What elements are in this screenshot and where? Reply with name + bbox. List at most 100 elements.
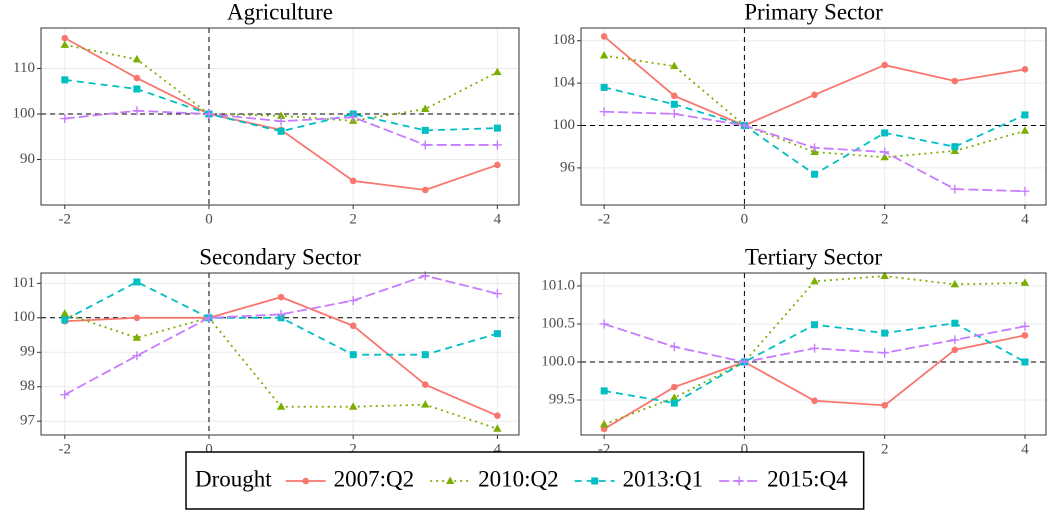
point — [811, 397, 818, 405]
point — [421, 381, 429, 388]
y-tick-label: 100 — [13, 309, 36, 325]
x-tick-label: 0 — [205, 441, 213, 457]
point — [132, 54, 142, 63]
point — [810, 343, 820, 353]
x-tick-label: 4 — [494, 211, 502, 227]
point — [670, 92, 678, 100]
y-tick-label: 100.0 — [541, 353, 575, 369]
y-tick-label: 100.5 — [541, 315, 575, 331]
x-tick-label: 0 — [741, 211, 749, 227]
y-tick-label: 110 — [13, 60, 35, 76]
point — [420, 140, 430, 150]
point — [881, 129, 889, 137]
legend-label: 2015:Q4 — [767, 466, 848, 491]
point — [1020, 321, 1030, 331]
x-tick-label: 4 — [494, 441, 502, 457]
point — [951, 143, 959, 151]
point — [881, 329, 889, 337]
series-line — [64, 43, 498, 122]
point — [599, 419, 609, 428]
x-tick-label: 2 — [349, 441, 357, 457]
y-tick-label: 100 — [13, 105, 36, 121]
point — [670, 393, 679, 401]
series-line — [603, 323, 1026, 363]
point — [61, 76, 69, 84]
y-tick-label: 101.0 — [541, 277, 575, 293]
legend-marker — [445, 476, 455, 484]
point — [810, 276, 819, 285]
point — [600, 33, 608, 40]
x-tick-label: 4 — [1021, 211, 1029, 227]
x-tick-label: 4 — [1021, 441, 1029, 457]
panel-title: Secondary Sector — [199, 244, 361, 269]
panel-title: Tertiary Sector — [745, 244, 882, 269]
point — [276, 116, 286, 126]
point — [669, 109, 679, 119]
panel-border — [580, 27, 1047, 206]
point — [133, 85, 141, 93]
point — [880, 271, 889, 280]
point — [492, 289, 502, 299]
point — [600, 83, 608, 91]
point — [1021, 332, 1029, 339]
panel-border — [40, 27, 520, 206]
x-tick-label: -2 — [59, 441, 72, 457]
point — [349, 322, 357, 330]
y-tick-label: 104 — [553, 75, 576, 91]
point — [277, 127, 285, 135]
point — [348, 296, 358, 306]
x-tick-label: 0 — [741, 441, 749, 457]
point — [348, 402, 358, 410]
point — [951, 346, 959, 354]
point — [599, 319, 609, 329]
point — [492, 140, 502, 150]
legend-label: 2013:Q1 — [623, 466, 704, 491]
point — [61, 316, 69, 324]
point — [1021, 358, 1029, 366]
point — [132, 106, 142, 116]
point — [599, 107, 609, 117]
point — [493, 424, 502, 432]
point — [493, 67, 502, 76]
legend-label: 2010:Q2 — [478, 466, 559, 491]
y-tick-label: 100 — [553, 117, 576, 133]
point — [60, 114, 70, 124]
point — [670, 61, 679, 70]
point — [494, 161, 501, 169]
point — [132, 333, 142, 341]
point — [950, 279, 960, 288]
point — [132, 351, 142, 361]
point — [133, 278, 141, 286]
point — [276, 402, 286, 410]
y-tick-label: 98 — [20, 378, 35, 394]
point — [1020, 186, 1030, 196]
point — [1020, 278, 1030, 286]
x-tick-label: 2 — [881, 211, 889, 227]
point — [880, 348, 890, 358]
point — [739, 357, 749, 367]
point — [277, 293, 285, 301]
point — [670, 100, 678, 108]
point — [670, 383, 678, 391]
point — [276, 111, 286, 119]
point — [349, 177, 357, 185]
point — [421, 400, 430, 408]
point — [951, 77, 959, 85]
series-line — [64, 274, 498, 396]
x-tick-label: 0 — [205, 211, 213, 227]
point — [669, 342, 679, 352]
point — [950, 335, 960, 345]
point — [204, 109, 214, 119]
point — [1021, 66, 1029, 73]
point — [810, 143, 820, 153]
point — [811, 91, 818, 99]
y-tick-label: 97 — [20, 413, 36, 429]
point — [1020, 126, 1030, 134]
point — [204, 313, 214, 323]
point — [421, 104, 430, 112]
point — [600, 387, 608, 395]
x-tick-label: 2 — [881, 441, 889, 457]
legend-marker — [734, 476, 744, 486]
point — [950, 184, 960, 194]
